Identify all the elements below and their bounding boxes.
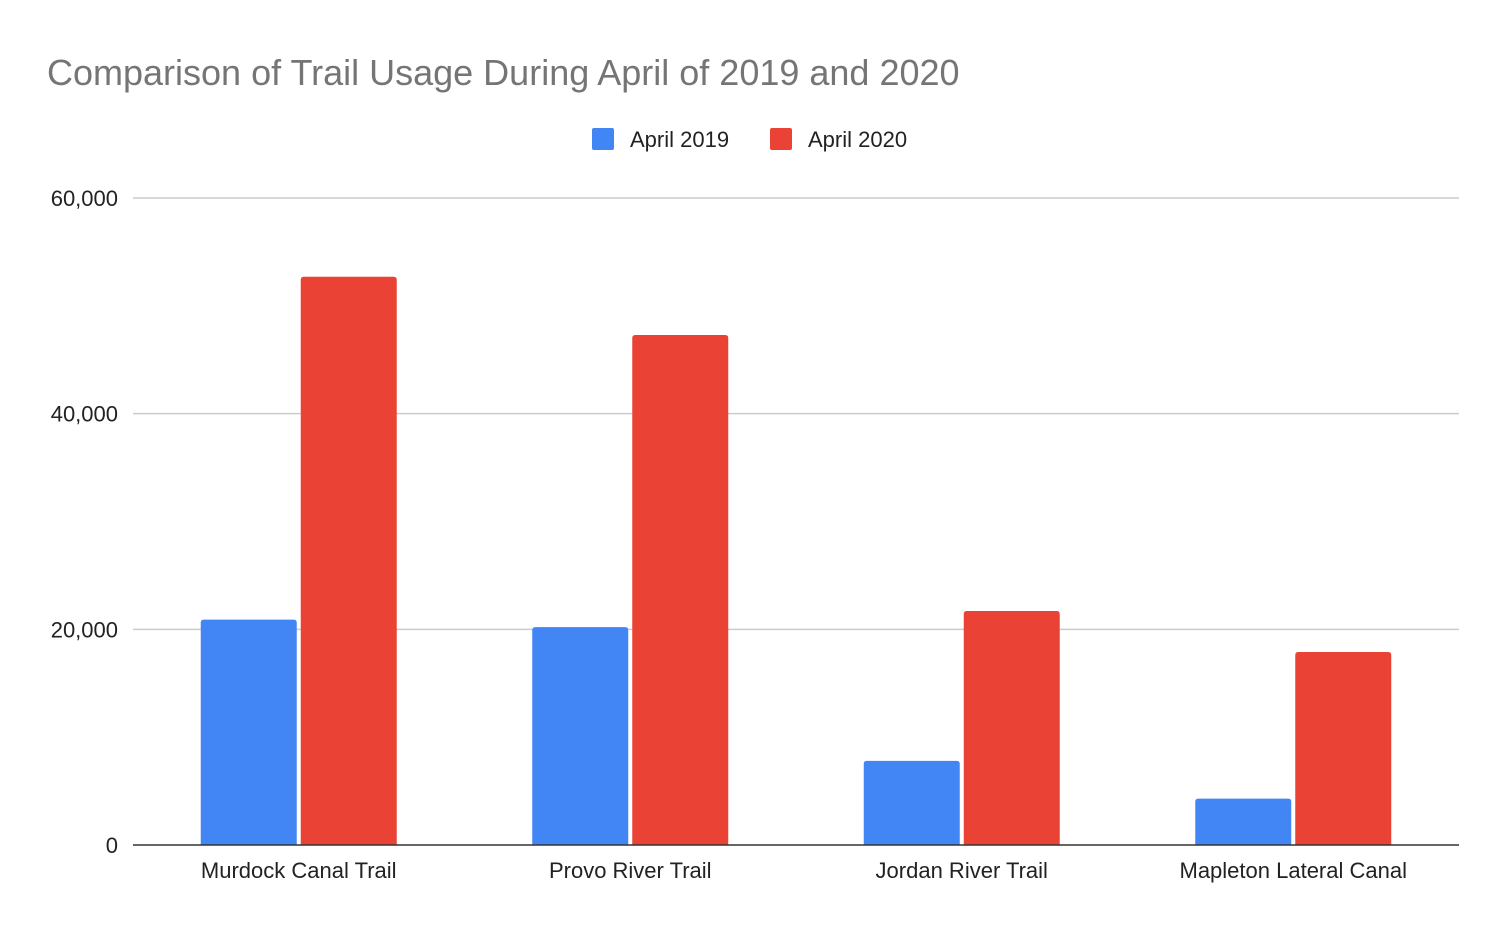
bar-april-2019 (200, 619, 297, 845)
y-tick-label: 20,000 (51, 617, 118, 642)
bar-april-2019 (1195, 798, 1292, 845)
legend-swatch (770, 128, 792, 150)
bar-april-2020 (963, 611, 1060, 845)
legend-swatch (592, 128, 614, 150)
bar-april-2019 (863, 760, 960, 845)
x-axis: Murdock Canal Trail Provo River Trail Jord… (133, 844, 1459, 883)
y-tick-label: 40,000 (51, 402, 118, 427)
x-category-label: Provo River Trail (549, 858, 712, 883)
bar-april-2019 (532, 627, 629, 845)
y-axis: 0 20,000 40,000 60,000 (51, 186, 118, 858)
x-category-label: Mapleton Lateral Canal (1180, 858, 1407, 883)
x-category-label: Murdock Canal Trail (201, 858, 397, 883)
bars (200, 276, 1392, 845)
y-tick-label: 0 (106, 833, 118, 858)
bar-april-2020 (632, 334, 729, 845)
legend: April 2019 April 2020 (592, 127, 907, 152)
x-category-label: Jordan River Trail (876, 858, 1048, 883)
bar-april-2020 (1295, 651, 1392, 845)
y-tick-label: 60,000 (51, 186, 118, 211)
bar-april-2020 (300, 276, 397, 845)
legend-label: April 2019 (630, 127, 729, 152)
chart-title: Comparison of Trail Usage During April o… (47, 52, 960, 93)
legend-label: April 2020 (808, 127, 907, 152)
